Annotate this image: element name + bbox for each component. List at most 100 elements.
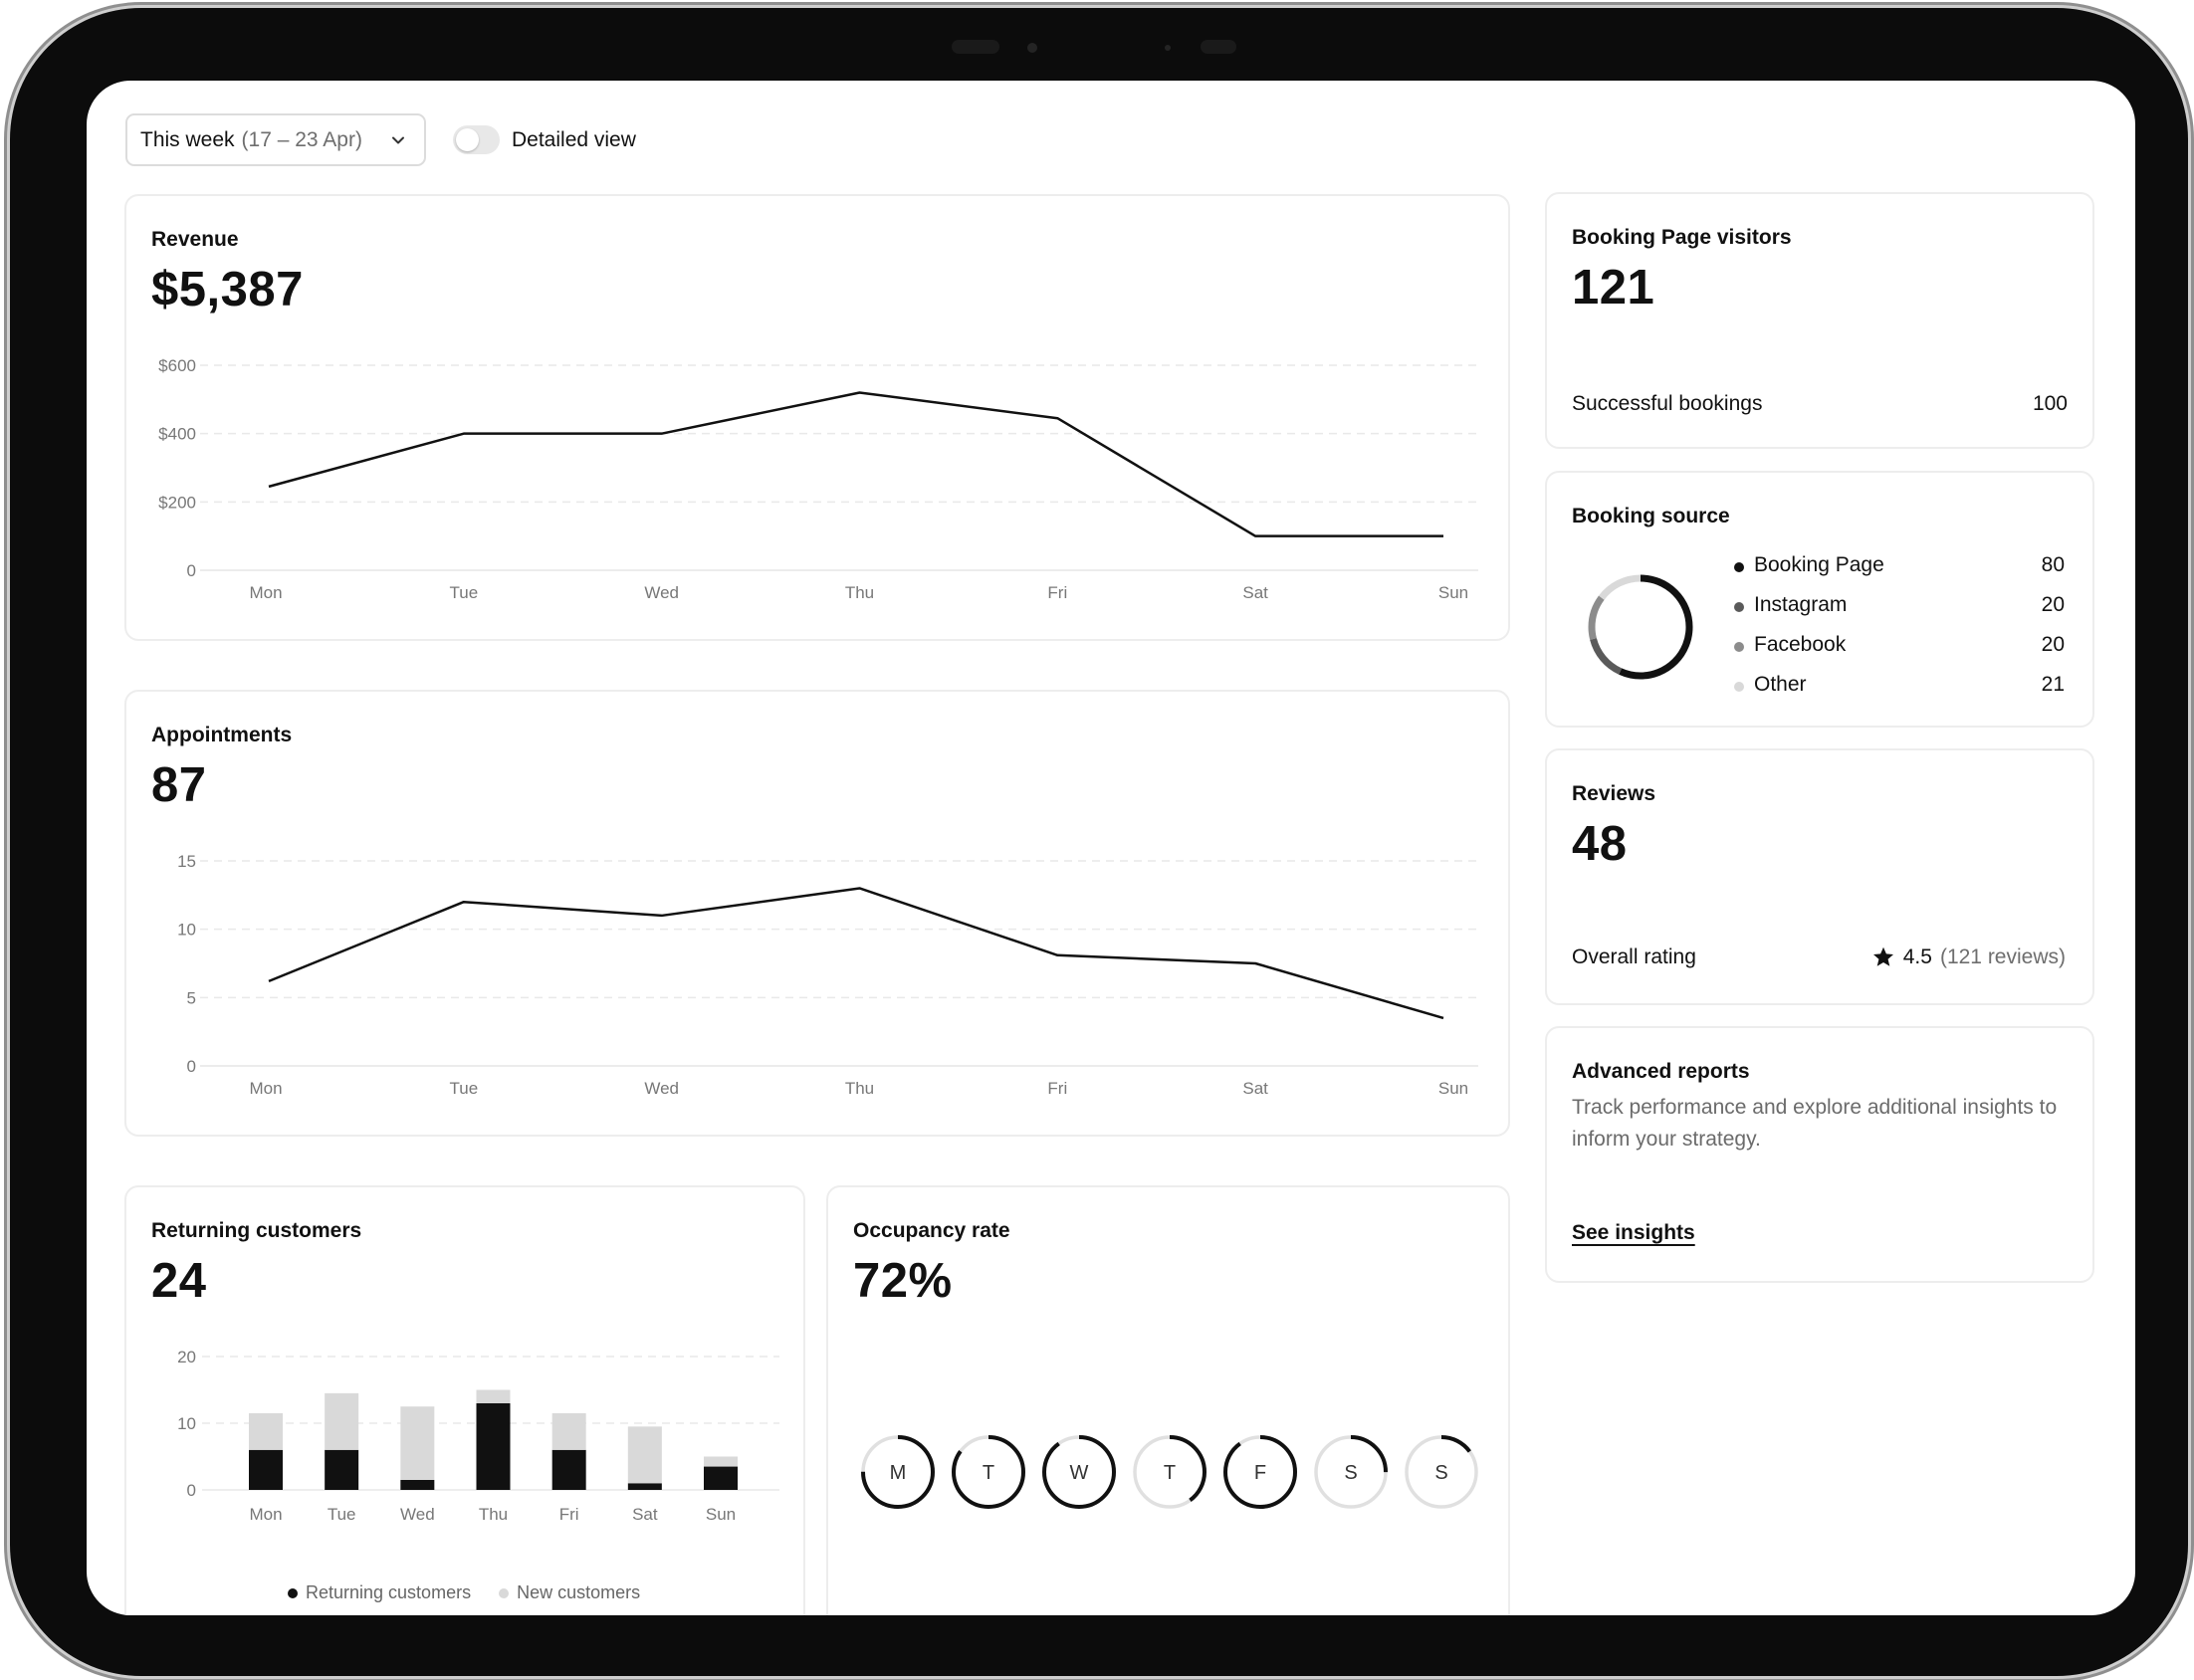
returning-x-tick-label: Tue [328,1505,356,1524]
dashboard-screen: This week (17 – 23 Apr) Detailed view Re… [87,81,2135,1615]
rating-value: 4.5 [1902,945,1932,968]
overall-rating: 4.5 (121 reviews) [1871,945,2066,969]
source-item-instagram: Instagram 20 [1734,591,2065,621]
revenue-value: $5,387 [151,263,304,316]
donut-slice-facebook [1588,574,1693,680]
period-label: This week [140,127,235,151]
occupancy-day-letter: T [1164,1462,1176,1484]
source-count: 20 [2041,593,2065,616]
appointments-y-tick-label: 10 [177,921,196,940]
revenue-x-tick-label: Fri [1047,583,1067,602]
appointments-y-tick-label: 0 [187,1057,196,1076]
revenue-x-tick-label: Tue [449,583,478,602]
bar-chart-legend: Returning customers New customers [288,1582,640,1603]
returning-x-tick-label: Sun [706,1505,736,1524]
successful-bookings-value: 100 [2032,392,2068,415]
returning-x-tick-label: Sat [632,1505,658,1524]
toggle-knob [456,128,479,151]
reviews-value: 48 [1572,817,1628,871]
revenue-card: Revenue $5,387 0 $200 $400 $600 Mon Tue Wed Thu… [124,194,1510,641]
returning-y-tick-label: 0 [187,1481,196,1500]
returning-bar [551,1449,586,1490]
front-camera [1027,43,1037,53]
revenue-y-tick-label: $200 [158,493,196,512]
appointments-x-tick-label: Sun [1438,1079,1468,1098]
revenue-x-tick-label: Wed [644,583,679,602]
occupancy-value: 72% [853,1254,953,1308]
appointments-x-tick-label: Mon [249,1079,282,1098]
source-name: Facebook [1754,633,1847,656]
legend-new-label: New customers [517,1582,641,1602]
legend-dot-returning [288,1587,298,1598]
occupancy-ring-fill [861,1435,935,1509]
occupancy-day-letter: S [1344,1462,1357,1484]
new-customers-bar [325,1392,359,1450]
source-count: 21 [2041,673,2065,696]
appointments-value: 87 [151,758,207,812]
legend-dot-new [499,1587,510,1598]
revenue-x-tick-label: Mon [249,583,282,602]
period-dropdown[interactable]: This week (17 – 23 Apr) [125,113,426,166]
chevron-down-icon [392,136,404,144]
source-item-facebook: Facebook 20 [1734,631,2065,661]
source-dot [1734,642,1744,652]
returning-y-tick-label: 10 [177,1414,196,1433]
revenue-x-tick-label: Thu [845,583,874,602]
returning-x-tick-label: Thu [479,1505,508,1524]
returning-x-tick-label: Wed [400,1505,435,1524]
revenue-x-tick-label: Sat [1242,583,1268,602]
booking-source-card: Booking source Booking Page 80 Instagram… [1545,471,2094,728]
new-customers-bar [551,1412,586,1450]
donut-slice-other [1588,574,1693,680]
period-range: (17 – 23 Apr) [241,127,362,151]
returning-y-tick-label: 20 [177,1348,196,1366]
new-customers-bar [249,1412,283,1450]
returning-bar-chart: 0 10 20 Mon Tue Wed Thu Fri Sat Sun [177,1348,779,1524]
source-count: 80 [2041,553,2065,576]
advanced-reports-card: Advanced reports Track performance and e… [1545,1026,2094,1283]
returning-x-tick-label: Mon [249,1505,282,1524]
tablet-frame: This week (17 – 23 Apr) Detailed view Re… [10,8,2188,1676]
source-item-booking-page: Booking Page 80 [1734,551,2065,581]
occupancy-ring-fill [1133,1435,1207,1509]
booking-source-donut-chart [1588,574,1693,680]
detailed-view-toggle[interactable] [453,125,500,154]
occupancy-ring-fill [1042,1435,1116,1509]
new-customers-bar [704,1456,738,1467]
source-dot [1734,602,1744,612]
sensor-bar-right [1201,40,1236,54]
source-dot [1734,682,1744,692]
advanced-reports-description: Track performance and explore additional… [1572,1096,2058,1151]
returning-bar [325,1449,359,1490]
appointments-x-tick-label: Sat [1242,1079,1268,1098]
appointments-card: Appointments 87 0 5 10 15 Mon Tue Wed Thu Fri Sat… [124,690,1510,1137]
appointments-series-line [268,887,1444,1020]
appointments-title: Appointments [151,724,293,746]
returning-bar [249,1449,283,1490]
returning-customers-card: Returning customers 24 0 10 20 Mon Tue Wed Thu… [124,1185,805,1615]
appointments-x-tick-label: Tue [449,1079,478,1098]
occupancy-ring-fill [1314,1435,1388,1509]
revenue-y-tick-label: $600 [158,356,196,375]
revenue-line-chart: 0 $200 $400 $600 Mon Tue Wed Thu Fri Sat Sun [158,356,1478,602]
revenue-x-tick-label: Sun [1438,583,1468,602]
visitors-value: 121 [1572,261,1655,315]
occupancy-day-letter: T [983,1462,994,1484]
source-name: Booking Page [1754,553,1884,576]
occupancy-ring-fill [952,1435,1025,1509]
appointments-x-tick-label: Thu [845,1079,874,1098]
overall-rating-label: Overall rating [1572,945,1696,968]
returning-title: Returning customers [151,1219,362,1242]
visitors-card: Booking Page visitors 121 Successful boo… [1545,192,2094,449]
new-customers-bar [476,1389,511,1403]
reviews-title: Reviews [1572,782,1656,805]
star-icon [1872,946,1893,966]
source-count: 20 [2041,633,2065,656]
detailed-view-label: Detailed view [512,128,636,151]
appointments-y-tick-label: 15 [177,852,196,871]
revenue-y-tick-label: 0 [187,561,196,580]
light-sensor [1165,45,1171,51]
source-name: Instagram [1754,593,1848,616]
see-insights-link[interactable]: See insights [1572,1221,1695,1244]
sensor-bar [952,40,999,54]
